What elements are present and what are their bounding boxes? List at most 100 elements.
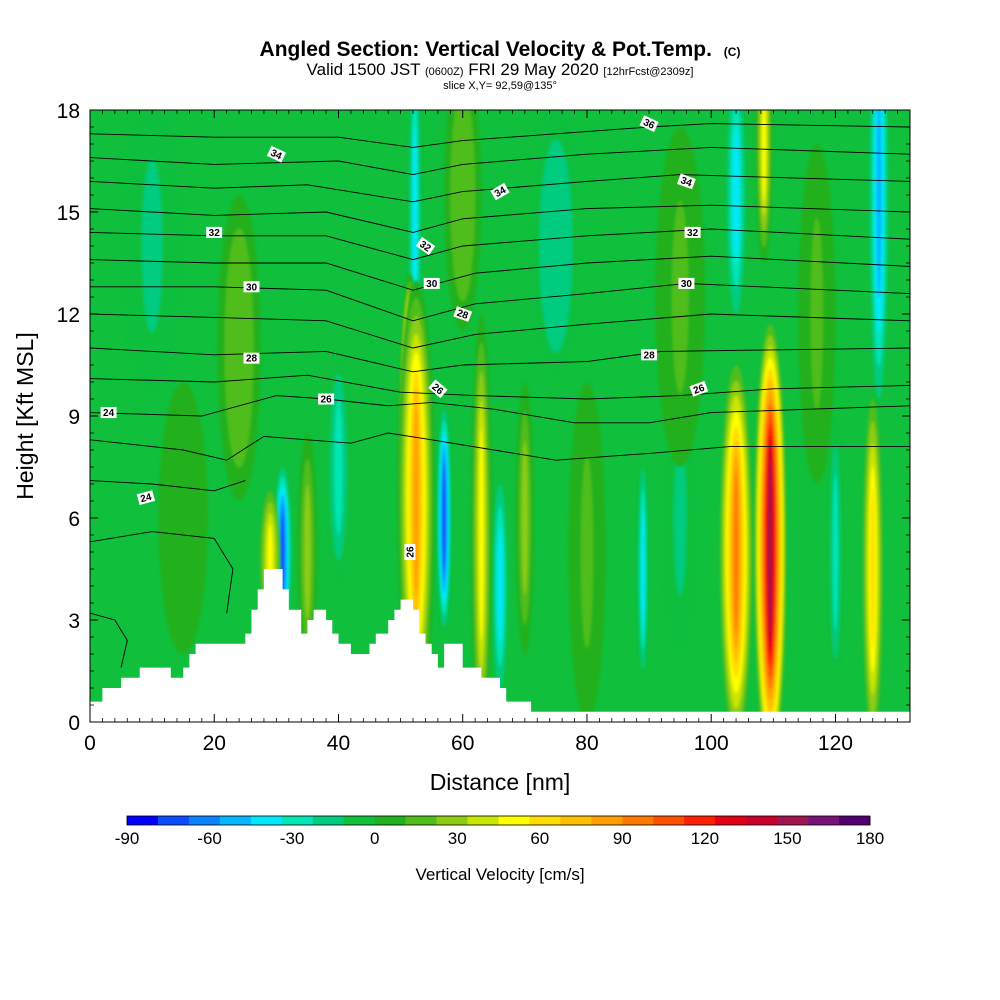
contour-label: 24	[100, 407, 117, 419]
contour-label-box	[415, 236, 436, 256]
contour-label-text: 34	[493, 185, 509, 200]
updraft-band	[870, 487, 875, 651]
contour-label-box	[677, 173, 696, 190]
updraft-band	[671, 200, 689, 394]
contour-label-box	[428, 379, 448, 399]
y-tick-label: 6	[68, 508, 80, 531]
colorbar-swatch	[715, 816, 747, 825]
downdraft-cell	[121, 110, 184, 399]
updraft-band	[768, 456, 772, 634]
contour-label: 32	[684, 226, 701, 239]
contour-label: 34	[490, 182, 510, 201]
isentrope-line	[90, 395, 910, 424]
downdraft-band	[673, 440, 687, 596]
colorbar-swatch	[312, 816, 345, 825]
colorbar-frame	[126, 815, 871, 826]
contour-label-box	[684, 226, 701, 238]
contour-label: 26	[318, 393, 335, 406]
contour-label-box	[453, 306, 473, 322]
downdraft-cell	[531, 110, 581, 382]
contour-label: 36	[639, 115, 659, 132]
downdraft-band	[442, 465, 446, 571]
contour-label-text: 30	[426, 279, 438, 290]
contour-label-text: 36	[641, 117, 656, 132]
updraft-cell	[755, 110, 773, 263]
downdraft-cell	[726, 110, 746, 314]
colorbar-swatch	[436, 816, 468, 825]
contour-label-text: 28	[246, 354, 258, 365]
contour-label: 34	[677, 173, 696, 190]
contour-label-box	[266, 145, 286, 163]
isentrope-line	[90, 612, 128, 668]
contour-label-text: 26	[692, 383, 707, 397]
colorbar-swatch	[188, 816, 221, 825]
x-tick-label: 0	[84, 732, 96, 755]
isentrope-line	[90, 531, 234, 614]
colorbar-swatch	[157, 816, 190, 825]
contour-label-text: 26	[405, 546, 416, 558]
colorbar-swatch	[250, 816, 283, 825]
isentrope-line	[90, 204, 910, 233]
contour-label-box	[639, 115, 659, 132]
isentrope-line	[90, 146, 910, 176]
contour-label-box	[423, 277, 440, 289]
y-tick-label: 0	[68, 712, 80, 735]
downdraft-band	[334, 399, 343, 535]
x-tick-label: 100	[694, 732, 729, 755]
x-axis: 0 20 40 60 80 100 120	[84, 110, 898, 755]
isentrope-line	[90, 432, 910, 461]
updraft-band	[231, 261, 247, 435]
contour-label-box	[678, 277, 695, 289]
colorbar-swatch	[839, 816, 871, 825]
x-tick-label: 120	[818, 732, 853, 755]
x-tick-label: 40	[327, 732, 350, 755]
updraft-cell	[158, 382, 209, 654]
contour-label: 30	[678, 277, 695, 290]
chart-title-suffix: (C)	[724, 45, 741, 59]
contour-label-box	[318, 393, 335, 405]
colorbar-swatch	[281, 816, 314, 825]
contour-label-box	[206, 226, 223, 238]
contour-label-text: 26	[321, 395, 333, 406]
isentrope-line	[90, 282, 910, 322]
chart-title: Angled Section: Vertical Velocity & Pot.…	[260, 38, 741, 61]
colorbar-tick-label: 30	[448, 829, 467, 848]
colorbar-swatch	[746, 816, 778, 825]
updraft-cell	[470, 314, 492, 722]
contour-label-box	[404, 544, 416, 560]
isentrope-line	[90, 374, 910, 400]
downdraft-band	[876, 110, 882, 300]
updraft-band	[456, 117, 469, 273]
downdraft-cell	[492, 484, 508, 688]
x-tick-label: 20	[203, 732, 226, 755]
y-tick-label: 9	[68, 406, 80, 429]
colorbar-swatch	[622, 816, 654, 825]
contour-label-box	[243, 281, 260, 293]
isentrope-line	[90, 313, 910, 349]
updraft-cell	[568, 382, 606, 722]
contour-label: 28	[641, 349, 658, 361]
colorbar-swatch	[684, 816, 716, 825]
updraft-cell	[798, 144, 836, 484]
downdraft-band	[141, 159, 163, 333]
slice-label: slice X,Y= 92,59@135°	[443, 80, 557, 92]
colorbar-swatch	[591, 816, 623, 825]
contour-label: 34	[266, 145, 286, 163]
updraft-band	[810, 217, 824, 411]
colorbar-swatch	[343, 816, 375, 825]
updraft-cell	[297, 433, 318, 671]
downdraft-band	[547, 168, 565, 324]
contour-label-text: 28	[455, 308, 470, 322]
chart-subtitle: Valid 1500 JST (0600Z) FRI 29 May 2020 […	[307, 60, 694, 79]
updraft-band	[521, 440, 528, 596]
y-tick-label: 18	[57, 100, 80, 123]
updraft-cell	[754, 324, 787, 722]
contour-label-box	[136, 490, 156, 505]
contour-label-text: 24	[139, 492, 153, 506]
updraft-band	[479, 428, 484, 642]
colorbar-swatch	[374, 816, 406, 825]
contour-label: 28	[453, 306, 473, 322]
